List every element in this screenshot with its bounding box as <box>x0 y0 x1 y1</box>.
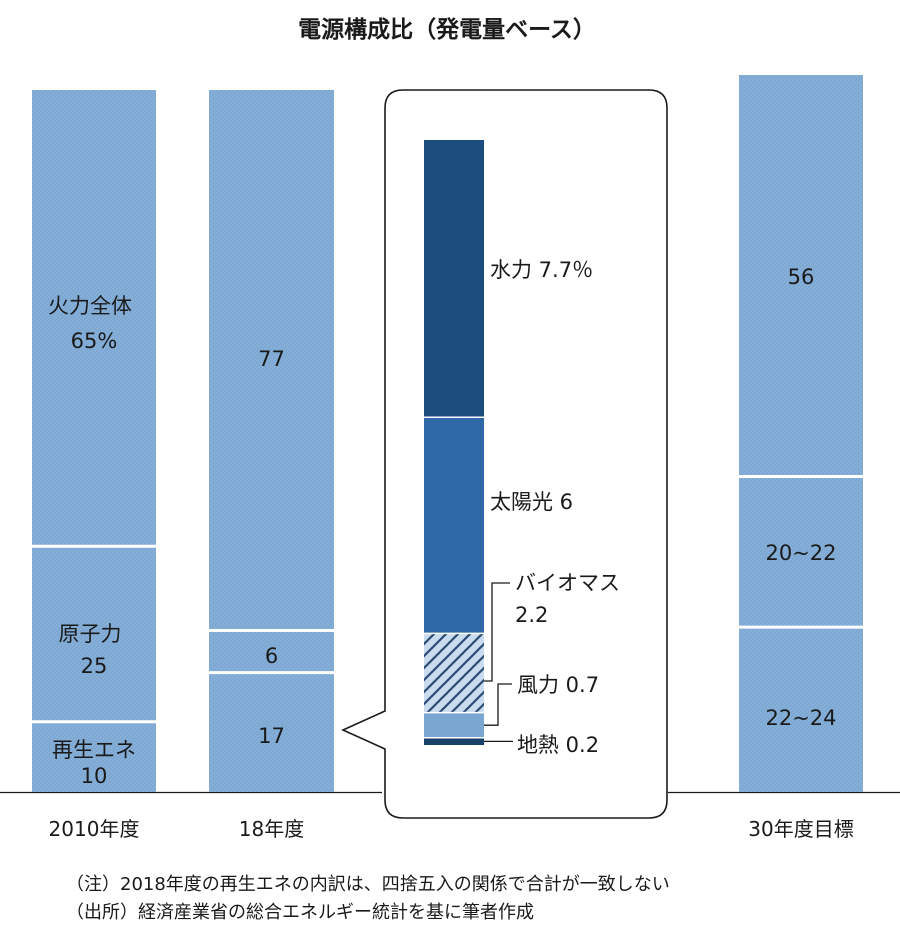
segment-label-0-0-1: 10 <box>81 764 108 788</box>
segment-label-0-1-0: 原子力 <box>59 622 122 646</box>
footnote-1: （出所）経済産業省の総合エネルギー統計を基に筆者作成 <box>66 902 534 923</box>
category-label-2: 30年度目標 <box>748 817 853 841</box>
breakdown-segment-1 <box>424 712 484 738</box>
bar-segment-0-0 <box>32 721 156 792</box>
breakdown-segment-2 <box>424 633 484 713</box>
bar-segment-0-1 <box>32 546 156 722</box>
category-label-0: 2010年度 <box>49 817 140 841</box>
chart-title: 電源構成比（発電量ベース） <box>298 16 596 43</box>
breakdown-segment-4 <box>424 140 484 418</box>
segment-label-2-1-0: 20~22 <box>765 541 836 565</box>
segment-label-0-2-0: 火力全体 <box>48 294 132 318</box>
bar-segment-1-1 <box>209 630 334 673</box>
breakdown-label-1: 風力 0.7 <box>517 673 599 697</box>
segment-label-1-1-0: 6 <box>265 644 278 668</box>
bar-segment-2-1 <box>739 476 863 628</box>
breakdown-label-3: 太陽光 6 <box>490 490 573 514</box>
breakdown-label-4: 水力 7.7％ <box>490 258 593 282</box>
breakdown-label-2a: バイオマス <box>515 571 620 595</box>
bar-segment-2-2 <box>739 75 863 477</box>
bar-segment-2-0 <box>739 627 863 792</box>
leader-line-1 <box>484 683 512 726</box>
leader-line-2 <box>484 582 510 682</box>
breakdown-label-0: 地熱 0.2 <box>517 733 599 757</box>
bar-segment-1-0 <box>209 672 334 792</box>
segment-label-0-1-1: 25 <box>81 654 108 678</box>
bar-segment-1-2 <box>209 90 334 631</box>
bar-segment-0-2 <box>32 90 156 547</box>
breakdown-segment-0 <box>424 737 484 745</box>
segment-label-0-0-0: 再生エネ <box>52 738 136 762</box>
segment-label-2-0-0: 22~24 <box>765 706 836 730</box>
segment-label-2-2-0: 56 <box>788 265 815 289</box>
category-label-1: 18年度 <box>239 817 304 841</box>
breakdown-segment-3 <box>424 417 484 634</box>
segment-label-1-2-0: 77 <box>258 347 285 371</box>
footnote-0: （注）2018年度の再生エネの内訳は、四捨五入の関係で合計が一致しない <box>66 874 670 895</box>
breakdown-label-2b: 2.2 <box>515 603 548 627</box>
segment-label-0-2-1: 65% <box>71 329 118 353</box>
breakdown-callout <box>341 89 668 819</box>
segment-label-1-0-0: 17 <box>258 724 285 748</box>
